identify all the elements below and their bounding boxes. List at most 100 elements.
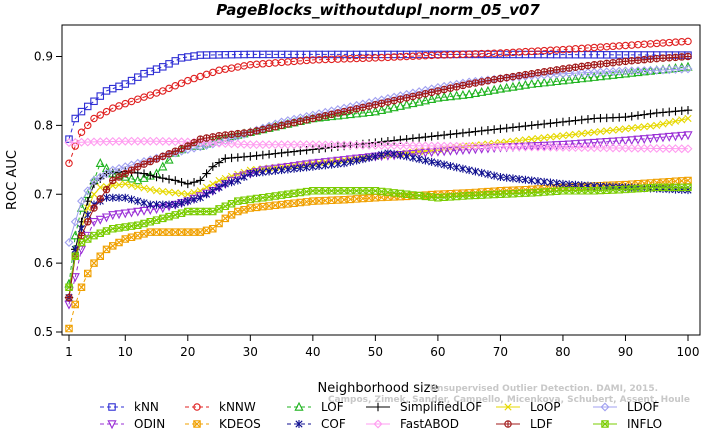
data-point bbox=[352, 108, 362, 118]
data-point bbox=[414, 96, 424, 106]
y-axis: 0.5 0.6 0.7 0.8 0.9 bbox=[34, 50, 62, 339]
data-point bbox=[671, 64, 680, 74]
legend-item-kdeos: KDEOS bbox=[185, 417, 261, 431]
data-point bbox=[470, 145, 481, 155]
data-point bbox=[334, 109, 342, 117]
data-point bbox=[583, 72, 593, 82]
data-point bbox=[634, 123, 642, 132]
data-point bbox=[171, 147, 180, 155]
data-point bbox=[527, 121, 536, 130]
data-point bbox=[420, 141, 430, 151]
legend-item-inflo: INFLO bbox=[593, 417, 662, 431]
data-point bbox=[234, 197, 242, 205]
data-point bbox=[545, 142, 555, 152]
data-point bbox=[389, 102, 399, 112]
data-point bbox=[433, 141, 443, 151]
data-point bbox=[614, 137, 624, 147]
data-point bbox=[633, 111, 643, 120]
data-point bbox=[246, 152, 255, 161]
data-point bbox=[609, 59, 617, 67]
legend-label: SimplifiedLOF bbox=[400, 400, 482, 414]
data-point bbox=[233, 173, 243, 183]
data-point bbox=[70, 273, 80, 283]
data-point bbox=[671, 107, 680, 116]
data-point bbox=[277, 191, 286, 199]
data-point bbox=[477, 126, 486, 136]
legend-label: kNN bbox=[134, 400, 159, 414]
y-tick-label: 0.7 bbox=[34, 187, 53, 201]
data-point bbox=[596, 127, 605, 136]
data-point bbox=[478, 168, 486, 177]
data-point bbox=[84, 218, 92, 226]
data-point bbox=[539, 142, 549, 152]
data-point bbox=[296, 164, 304, 173]
data-point bbox=[595, 138, 606, 148]
data-point bbox=[271, 201, 280, 210]
data-point bbox=[677, 64, 687, 74]
data-point bbox=[464, 128, 474, 137]
data-point bbox=[683, 131, 693, 141]
data-point bbox=[165, 150, 173, 158]
data-point bbox=[101, 213, 112, 223]
data-point bbox=[358, 140, 368, 150]
data-point bbox=[321, 161, 329, 170]
legend-label: LOF bbox=[321, 400, 344, 414]
data-point bbox=[333, 140, 343, 150]
data-point bbox=[527, 142, 537, 152]
data-point bbox=[271, 166, 279, 175]
data-point bbox=[77, 137, 86, 147]
data-point bbox=[452, 83, 461, 91]
data-point bbox=[77, 196, 86, 206]
data-point bbox=[471, 79, 480, 87]
data-point bbox=[659, 120, 667, 128]
data-point bbox=[65, 293, 73, 302]
data-point bbox=[514, 142, 524, 152]
data-point bbox=[308, 159, 318, 169]
data-point bbox=[96, 195, 105, 203]
data-point bbox=[227, 199, 236, 208]
data-point bbox=[102, 169, 111, 179]
data-point bbox=[533, 78, 543, 88]
data-point bbox=[515, 71, 523, 80]
data-point bbox=[134, 197, 142, 206]
data-point bbox=[121, 99, 130, 108]
data-point bbox=[664, 132, 674, 142]
data-point bbox=[565, 131, 573, 139]
data-point bbox=[159, 87, 167, 95]
data-point bbox=[184, 190, 192, 198]
data-point bbox=[452, 129, 461, 138]
legend-label: KDEOS bbox=[219, 417, 261, 431]
data-point bbox=[328, 160, 336, 169]
data-point bbox=[134, 183, 142, 191]
data-point bbox=[70, 217, 80, 227]
legend-marker bbox=[373, 402, 383, 412]
data-point bbox=[602, 67, 612, 77]
data-point bbox=[639, 135, 649, 145]
legend-label: LDOF bbox=[627, 400, 659, 414]
data-point bbox=[184, 142, 192, 150]
data-point bbox=[295, 140, 305, 150]
data-point bbox=[384, 98, 392, 106]
data-point bbox=[284, 200, 292, 208]
data-point bbox=[196, 72, 205, 81]
data-point bbox=[646, 109, 655, 119]
data-point bbox=[258, 140, 268, 150]
data-point bbox=[546, 67, 555, 75]
data-point bbox=[540, 134, 548, 142]
x-tick-label: 20 bbox=[180, 345, 195, 359]
data-point bbox=[458, 128, 468, 138]
data-point bbox=[395, 100, 405, 110]
data-point bbox=[196, 193, 204, 202]
data-point bbox=[559, 65, 567, 73]
legend-marker bbox=[107, 420, 117, 430]
x-tick-label: 1 bbox=[65, 345, 73, 359]
data-point bbox=[377, 99, 386, 108]
data-point bbox=[652, 143, 662, 153]
data-point bbox=[90, 114, 98, 123]
data-point bbox=[171, 57, 180, 65]
data-point bbox=[277, 200, 286, 209]
data-point bbox=[126, 173, 137, 183]
data-point bbox=[159, 63, 167, 71]
data-point bbox=[264, 140, 274, 150]
data-point bbox=[602, 70, 612, 80]
